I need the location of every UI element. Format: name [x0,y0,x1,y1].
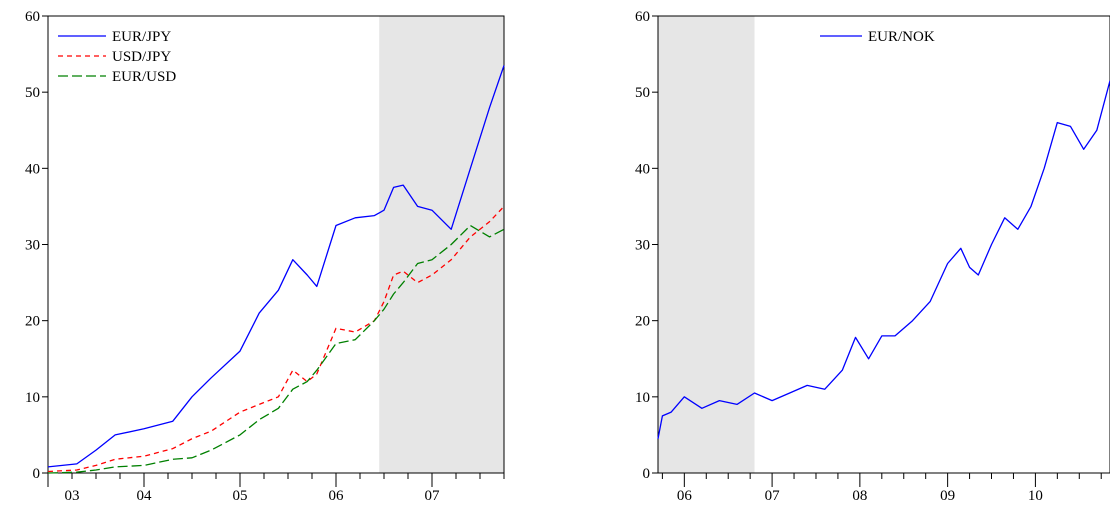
chart1-y-tick-label: 50 [25,85,40,101]
chart2-y-tick-label: 50 [635,85,650,101]
chart2-x-tick-label: 08 [852,488,867,504]
chart1-y-tick-label: 30 [25,238,40,254]
chart2-y-tick-label: 0 [643,466,651,482]
chart2-y-tick-label: 10 [635,390,650,406]
chart2-x-tick-label: 06 [677,488,693,504]
chart1-x-tick-label: 04 [137,488,153,504]
chart2-legend-label: EUR/NOK [868,29,935,45]
chart1-y-tick-label: 0 [33,466,41,482]
chart1-x-tick-label: 06 [329,488,345,504]
chart1-legend-label: EUR/USD [112,69,176,85]
chart2-x-tick-label: 09 [940,488,955,504]
chart2-y-tick-label: 20 [635,314,650,330]
chart2-series-eur-nok-line [657,80,1110,439]
chart1-legend-label: EUR/JPY [112,29,171,45]
chart2-x-tick-label: 07 [765,488,781,504]
chart1-shaded-region [379,16,504,473]
chart2-x-tick-label: 10 [1028,488,1043,504]
chart2-y-tick-label: 30 [635,238,650,254]
chart1-x-tick-label: 07 [425,488,441,504]
chart1-series-usd-jpy-line [47,205,505,473]
chart2-y-tick-label: 40 [635,161,650,177]
chart2-shaded-region [658,16,755,473]
chart2-y-tick-label: 60 [635,9,650,25]
chart1-y-tick-label: 20 [25,314,40,330]
chart1-y-tick-label: 10 [25,390,40,406]
chart1-legend-label: USD/JPY [112,49,171,65]
chart1-y-tick-label: 60 [25,9,40,25]
chart1-series-eur-usd-line [47,224,505,474]
chart1-y-tick-label: 40 [25,161,40,177]
chart1-x-tick-label: 05 [233,488,248,504]
chart1-x-tick-label: 03 [65,488,80,504]
chart1-series-eur-jpy-line [47,65,505,468]
